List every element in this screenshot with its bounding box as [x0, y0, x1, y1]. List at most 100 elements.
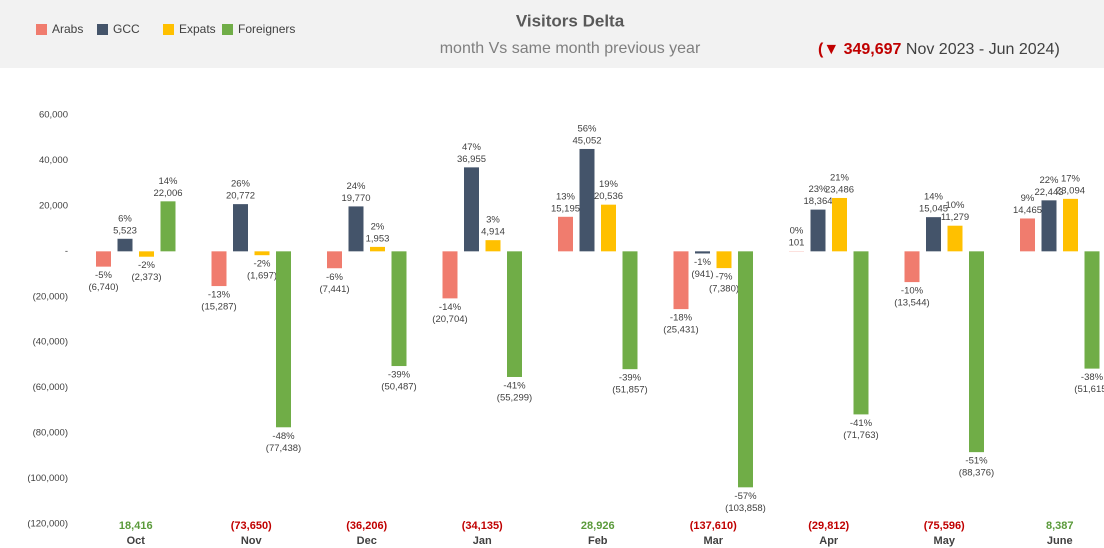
percent-label: 3% [486, 215, 500, 226]
percent-label: 23% [808, 184, 828, 195]
percent-label: 47% [462, 142, 482, 153]
bar [904, 251, 920, 283]
percent-label: -18% [670, 313, 693, 324]
value-label: 101 [789, 238, 805, 249]
percent-label: -14% [439, 302, 462, 313]
bar [673, 251, 689, 310]
value-label: (51,615) [1074, 384, 1104, 395]
chart-subtitle: month Vs same month previous year [440, 40, 701, 57]
y-tick-label: 20,000 [39, 200, 68, 211]
bar [1063, 198, 1078, 252]
legend-label: GCC [113, 22, 140, 36]
bar [716, 251, 732, 269]
y-tick-label: (120,000) [27, 519, 68, 530]
bar [1041, 200, 1057, 252]
bar [442, 251, 458, 299]
percent-label: -39% [388, 370, 411, 381]
value-label: (50,487) [381, 382, 416, 393]
value-label: 20,772 [226, 191, 255, 202]
value-label: 23,094 [1056, 185, 1085, 196]
value-label: (7,441) [319, 284, 349, 295]
value-label: (88,376) [959, 468, 994, 479]
legend-swatch [163, 24, 174, 35]
value-label: (20,704) [432, 314, 467, 325]
bar [211, 251, 227, 287]
total-label: 28,926 [581, 520, 615, 532]
bar [391, 251, 407, 367]
bar [810, 209, 826, 252]
value-label: 15,195 [551, 203, 580, 214]
percent-label: -13% [208, 290, 231, 301]
value-label: 18,364 [803, 196, 832, 207]
percent-label: 9% [1021, 193, 1035, 204]
y-tick-label: (80,000) [33, 428, 68, 439]
bar [507, 251, 522, 377]
y-tick-label: (100,000) [27, 473, 68, 484]
bar [853, 251, 869, 415]
total-label: (36,206) [346, 520, 387, 532]
total-label: (73,650) [231, 520, 272, 532]
x-tick-label: Feb [588, 535, 608, 547]
percent-label: 0% [790, 226, 804, 237]
value-label: (71,763) [843, 430, 878, 441]
legend-swatch [222, 24, 233, 35]
bar [485, 240, 501, 252]
percent-label: 13% [556, 191, 576, 202]
bar [601, 204, 616, 252]
value-label: (55,299) [497, 393, 532, 404]
percent-label: -10% [901, 286, 924, 297]
bar [947, 225, 963, 252]
legend-swatch [36, 24, 47, 35]
percent-label: 14% [924, 192, 944, 203]
bar [738, 251, 753, 488]
percent-label: 56% [577, 123, 597, 134]
value-label: 4,914 [481, 227, 505, 238]
y-tick-label: (40,000) [33, 337, 68, 348]
percent-label: -5% [95, 270, 112, 281]
bar [1020, 218, 1035, 252]
value-label: (7,380) [709, 284, 739, 295]
x-tick-label: Oct [127, 535, 146, 547]
legend-swatch [97, 24, 108, 35]
value-label: (1,697) [247, 271, 277, 282]
bar [96, 251, 111, 267]
value-label: (6,740) [88, 282, 118, 293]
bar [160, 201, 176, 252]
value-label: 22,006 [153, 188, 182, 199]
bar [370, 246, 385, 252]
bar [558, 216, 573, 252]
bar [832, 197, 847, 252]
percent-label: 24% [346, 181, 366, 192]
value-label: (13,544) [894, 298, 929, 309]
percent-label: -38% [1081, 372, 1104, 383]
x-tick-label: Jan [473, 535, 492, 547]
value-label: 14,465 [1013, 205, 1042, 216]
bar [969, 251, 984, 453]
value-label: 1,953 [366, 233, 390, 244]
value-label: 11,279 [941, 212, 969, 223]
percent-label: 10% [945, 200, 965, 211]
percent-label: 26% [231, 179, 251, 190]
annotation-open: ( [818, 41, 824, 58]
percent-label: -48% [272, 431, 295, 442]
value-label: 15,045 [919, 204, 948, 215]
bar [622, 251, 638, 370]
legend-label: Arabs [52, 22, 83, 36]
value-label: 36,955 [457, 154, 486, 165]
value-label: (941) [691, 269, 713, 280]
x-tick-label: May [934, 535, 956, 547]
x-tick-label: Dec [357, 535, 377, 547]
legend-label: Expats [179, 22, 216, 36]
x-tick-label: June [1047, 535, 1073, 547]
value-label: 23,486 [825, 184, 854, 195]
percent-label: 2% [371, 221, 385, 232]
x-tick-label: Nov [241, 535, 263, 547]
bar [327, 251, 342, 269]
percent-label: -6% [326, 272, 343, 283]
value-label: (2,373) [131, 272, 161, 283]
total-label: (137,610) [690, 520, 737, 532]
percent-label: -1% [694, 257, 711, 268]
percent-label: 21% [830, 172, 850, 183]
value-label: 5,523 [113, 225, 137, 236]
